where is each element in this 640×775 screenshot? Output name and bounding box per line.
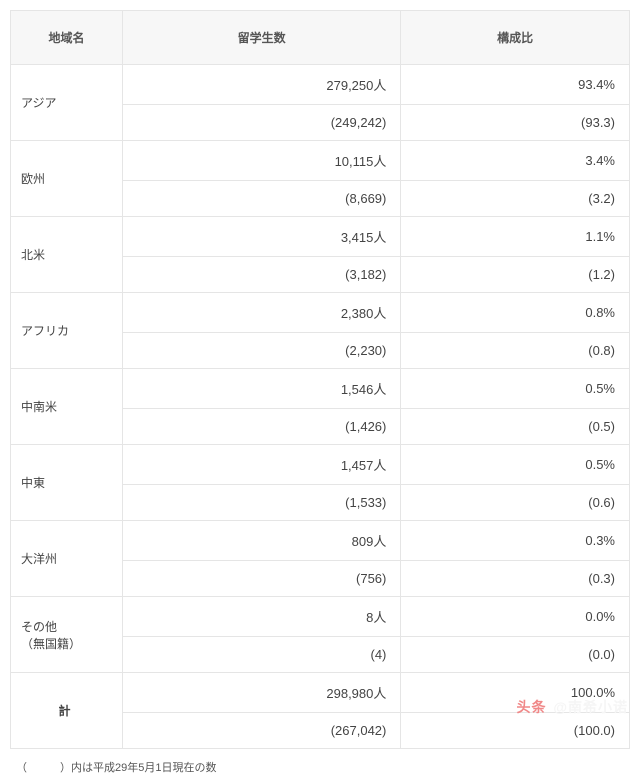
ratio-prev-cell: (100.0): [401, 713, 630, 749]
region-cell: アジア: [11, 65, 123, 141]
region-cell: 大洋州: [11, 521, 123, 597]
table-row: 計298,980人100.0%: [11, 673, 630, 713]
students-prev-cell: (3,182): [123, 257, 401, 293]
students-cell: 809人: [123, 521, 401, 561]
region-cell: アフリカ: [11, 293, 123, 369]
ratio-cell: 0.0%: [401, 597, 630, 637]
students-cell: 279,250人: [123, 65, 401, 105]
ratio-cell: 0.8%: [401, 293, 630, 333]
students-cell: 3,415人: [123, 217, 401, 257]
table-row: 大洋州809人0.3%: [11, 521, 630, 561]
ratio-cell: 0.3%: [401, 521, 630, 561]
students-prev-cell: (4): [123, 637, 401, 673]
ratio-cell: 0.5%: [401, 369, 630, 409]
table-row: 北米3,415人1.1%: [11, 217, 630, 257]
ratio-prev-cell: (0.5): [401, 409, 630, 445]
region-cell: 中東: [11, 445, 123, 521]
region-cell: その他 （無国籍）: [11, 597, 123, 673]
students-by-region-table: 地域名 留学生数 構成比 アジア279,250人93.4%(249,242)(9…: [10, 10, 630, 749]
table-body: アジア279,250人93.4%(249,242)(93.3)欧州10,115人…: [11, 65, 630, 749]
col-header-region: 地域名: [11, 11, 123, 65]
students-prev-cell: (249,242): [123, 105, 401, 141]
header-row: 地域名 留学生数 構成比: [11, 11, 630, 65]
students-cell: 2,380人: [123, 293, 401, 333]
students-cell: 1,546人: [123, 369, 401, 409]
ratio-cell: 1.1%: [401, 217, 630, 257]
region-cell: 北米: [11, 217, 123, 293]
students-prev-cell: (1,426): [123, 409, 401, 445]
table-container: 地域名 留学生数 構成比 アジア279,250人93.4%(249,242)(9…: [0, 0, 640, 753]
ratio-prev-cell: (0.8): [401, 333, 630, 369]
students-prev-cell: (1,533): [123, 485, 401, 521]
ratio-prev-cell: (3.2): [401, 181, 630, 217]
ratio-cell: 100.0%: [401, 673, 630, 713]
ratio-prev-cell: (1.2): [401, 257, 630, 293]
region-cell: 中南米: [11, 369, 123, 445]
ratio-prev-cell: (0.0): [401, 637, 630, 673]
students-cell: 1,457人: [123, 445, 401, 485]
region-cell: 計: [11, 673, 123, 749]
ratio-prev-cell: (93.3): [401, 105, 630, 141]
students-cell: 298,980人: [123, 673, 401, 713]
ratio-prev-cell: (0.6): [401, 485, 630, 521]
footnote: （ ）内は平成29年5月1日現在の数: [0, 753, 640, 775]
students-prev-cell: (8,669): [123, 181, 401, 217]
students-prev-cell: (2,230): [123, 333, 401, 369]
col-header-students: 留学生数: [123, 11, 401, 65]
students-prev-cell: (756): [123, 561, 401, 597]
region-cell: 欧州: [11, 141, 123, 217]
table-row: その他 （無国籍）8人0.0%: [11, 597, 630, 637]
students-cell: 8人: [123, 597, 401, 637]
table-row: 中南米1,546人0.5%: [11, 369, 630, 409]
students-cell: 10,115人: [123, 141, 401, 181]
ratio-cell: 93.4%: [401, 65, 630, 105]
students-prev-cell: (267,042): [123, 713, 401, 749]
table-row: アフリカ2,380人0.8%: [11, 293, 630, 333]
table-row: 欧州10,115人3.4%: [11, 141, 630, 181]
col-header-ratio: 構成比: [401, 11, 630, 65]
ratio-prev-cell: (0.3): [401, 561, 630, 597]
table-row: アジア279,250人93.4%: [11, 65, 630, 105]
ratio-cell: 3.4%: [401, 141, 630, 181]
ratio-cell: 0.5%: [401, 445, 630, 485]
table-row: 中東1,457人0.5%: [11, 445, 630, 485]
